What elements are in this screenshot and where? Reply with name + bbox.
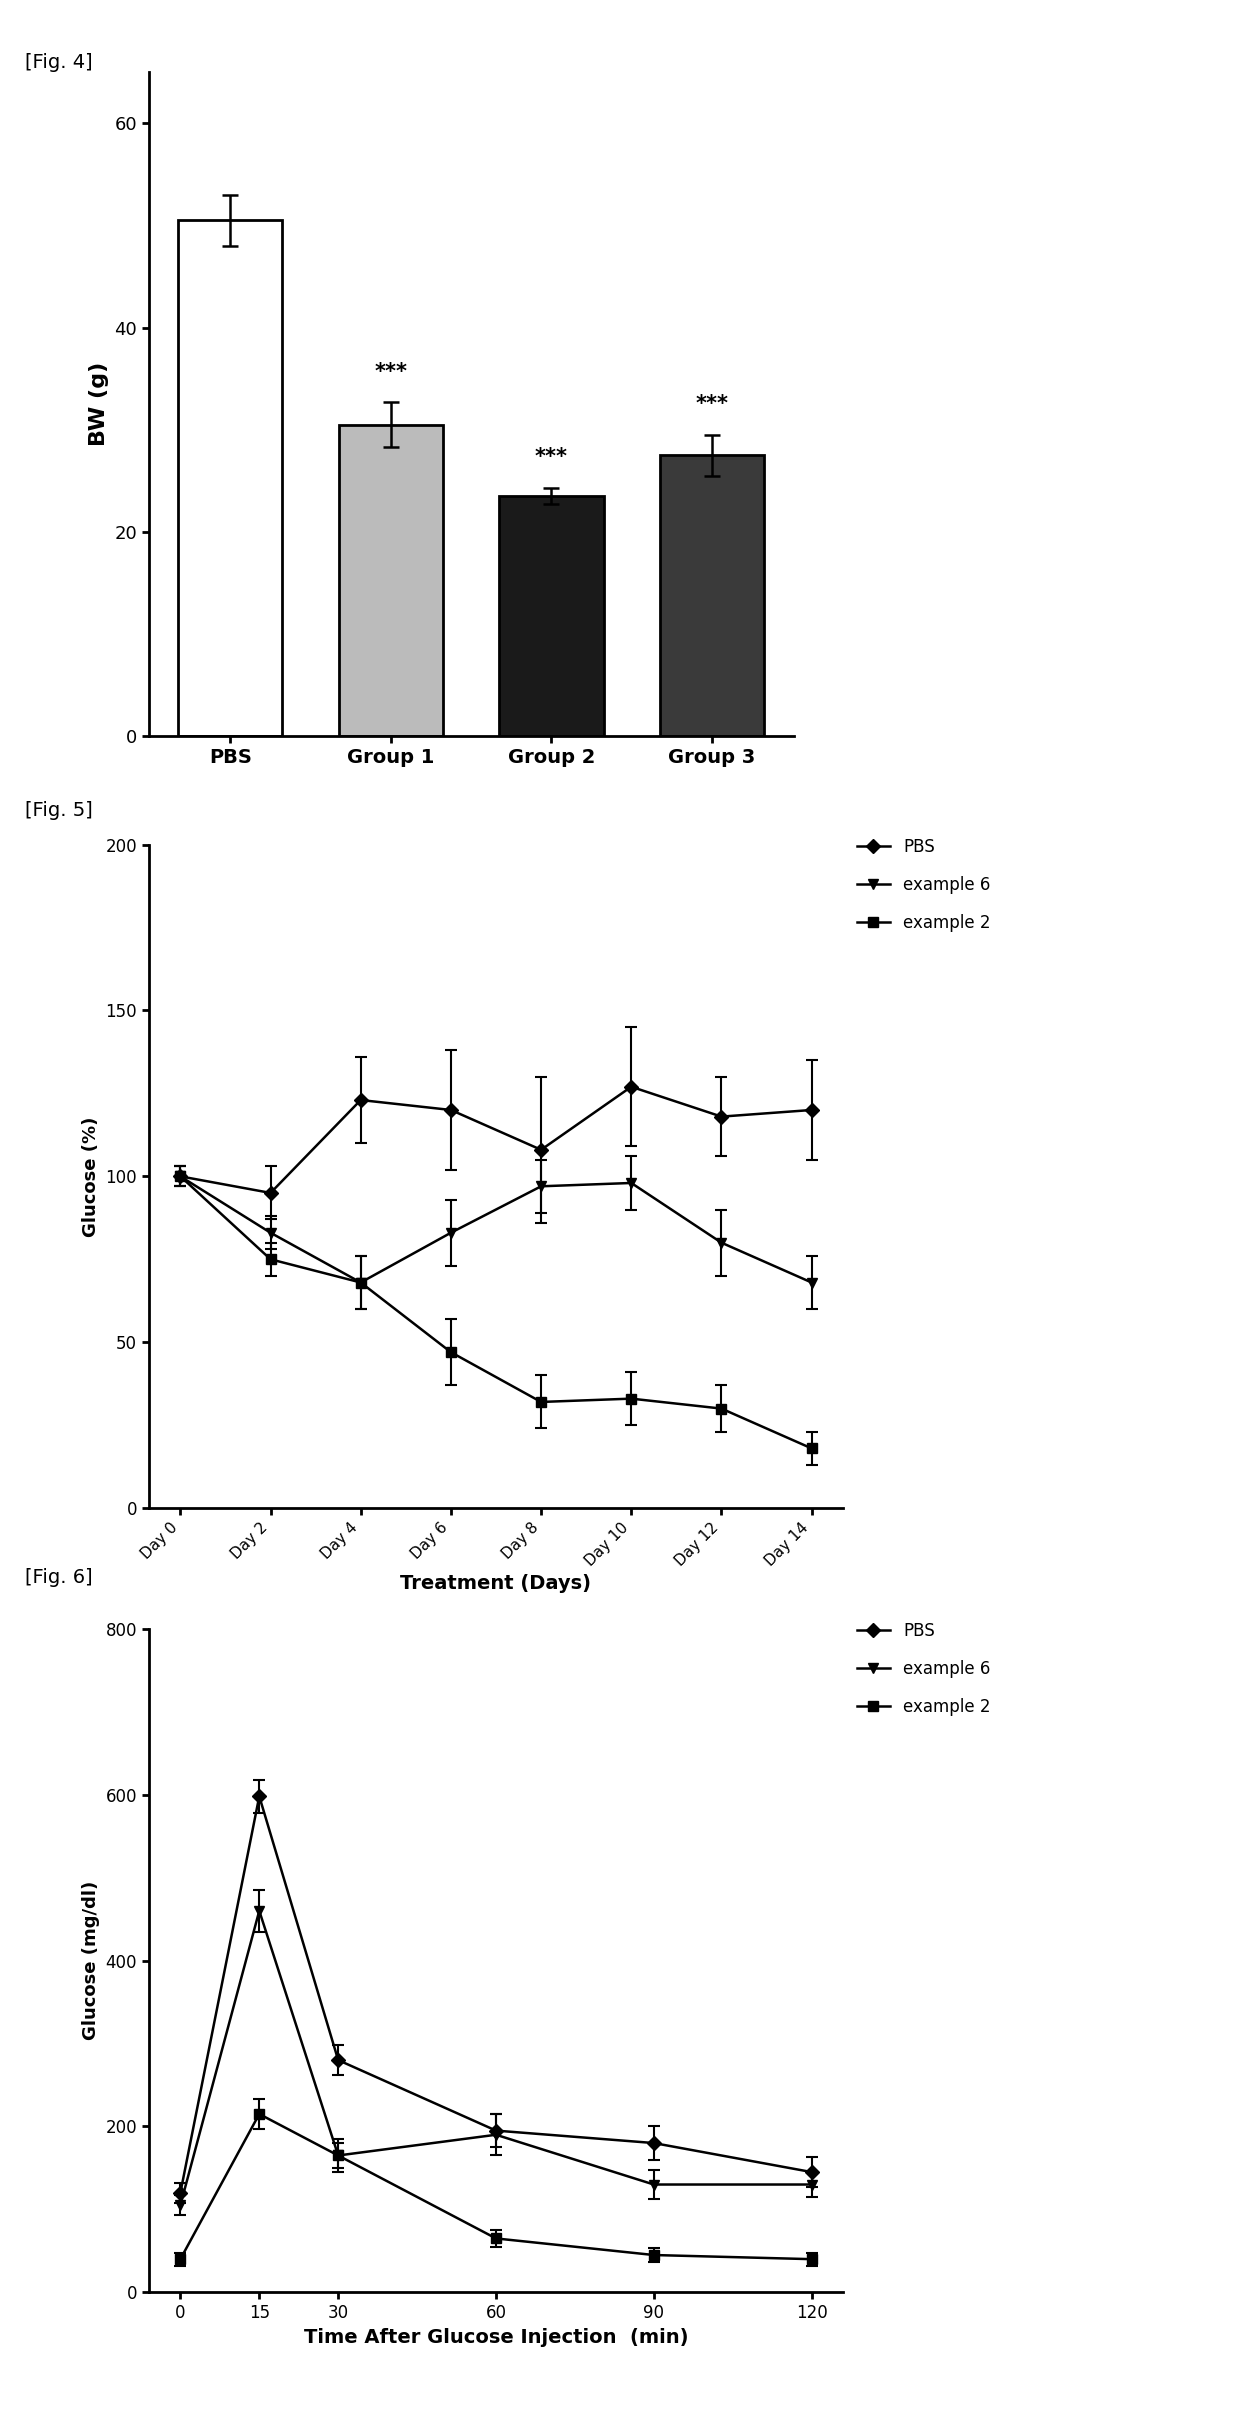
PBS [533, 1137, 548, 1165]
Line: example 6: example 6 [176, 1170, 816, 1289]
PBS [331, 2046, 346, 2075]
example 6 [172, 1163, 187, 1192]
example 6 [714, 1228, 729, 1257]
Y-axis label: Glucose (%): Glucose (%) [82, 1117, 99, 1235]
example 6 [353, 1269, 368, 1298]
Text: ***: *** [534, 446, 568, 468]
Line: PBS: PBS [176, 1081, 816, 1197]
example 6 [331, 2140, 346, 2169]
example 6 [624, 1168, 639, 1197]
example 6 [252, 1897, 267, 1926]
Line: example 2: example 2 [176, 2109, 816, 2263]
example 2 [444, 1337, 459, 1366]
example 2 [624, 1385, 639, 1414]
Text: ***: *** [696, 393, 729, 415]
PBS [805, 1096, 820, 1124]
example 6 [805, 1269, 820, 1298]
example 6 [489, 2121, 503, 2150]
example 2 [805, 2244, 820, 2273]
example 6 [533, 1173, 548, 1202]
example 2 [646, 2242, 661, 2271]
PBS [444, 1096, 459, 1124]
PBS [353, 1086, 368, 1115]
Legend: PBS, example 6, example 2: PBS, example 6, example 2 [851, 830, 998, 939]
Bar [179, 220, 283, 736]
Text: [Fig. 5]: [Fig. 5] [25, 801, 93, 820]
Bar [339, 425, 443, 736]
Line: example 6: example 6 [176, 1906, 816, 2210]
example 6 [444, 1219, 459, 1248]
Text: ***: *** [374, 362, 408, 381]
Text: [Fig. 6]: [Fig. 6] [25, 1568, 93, 1588]
Y-axis label: Glucose (mg/dl): Glucose (mg/dl) [82, 1882, 99, 2039]
example 6 [263, 1219, 278, 1248]
PBS [489, 2116, 503, 2145]
PBS [714, 1103, 729, 1132]
Line: example 2: example 2 [176, 1170, 816, 1453]
Legend: PBS, example 6, example 2: PBS, example 6, example 2 [851, 1617, 998, 1723]
PBS [172, 1163, 187, 1192]
X-axis label: Time After Glucose Injection  (min): Time After Glucose Injection (min) [304, 2329, 688, 2348]
PBS [263, 1178, 278, 1206]
Text: [Fig. 4]: [Fig. 4] [25, 53, 93, 72]
example 2 [172, 2244, 187, 2273]
example 2 [533, 1387, 548, 1416]
example 6 [646, 2169, 661, 2198]
example 2 [353, 1269, 368, 1298]
example 2 [172, 1163, 187, 1192]
PBS [646, 2128, 661, 2157]
example 2 [252, 2099, 267, 2128]
example 2 [489, 2225, 503, 2254]
PBS [624, 1071, 639, 1100]
Bar [500, 497, 604, 736]
example 6 [172, 2191, 187, 2220]
PBS [252, 1781, 267, 1810]
example 2 [331, 2140, 346, 2169]
PBS [805, 2157, 820, 2186]
Line: PBS: PBS [176, 1790, 816, 2198]
Y-axis label: BW (g): BW (g) [89, 362, 109, 446]
example 2 [805, 1433, 820, 1462]
X-axis label: Treatment (Days): Treatment (Days) [401, 1573, 591, 1593]
example 6 [805, 2169, 820, 2198]
example 2 [263, 1245, 278, 1274]
PBS [172, 2179, 187, 2208]
example 2 [714, 1395, 729, 1424]
Bar [660, 456, 764, 736]
